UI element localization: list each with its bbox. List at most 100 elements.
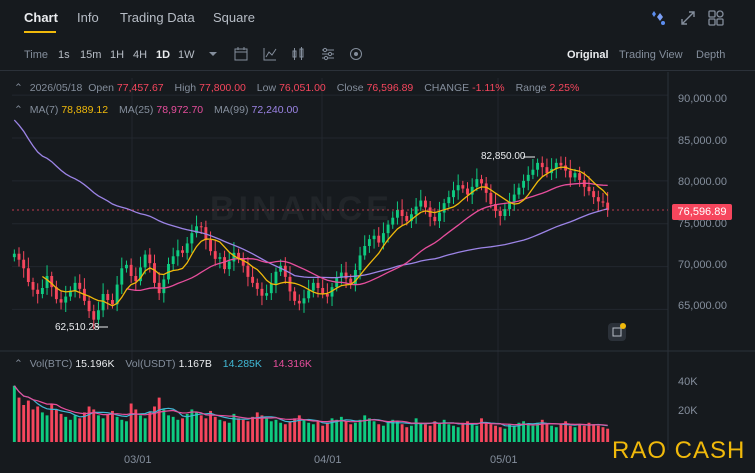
interval-15m[interactable]: 15m: [80, 49, 102, 61]
candle-body: [22, 259, 26, 269]
view-original[interactable]: Original: [567, 49, 609, 61]
candle-body: [12, 253, 16, 258]
volume-bar: [545, 424, 549, 442]
candle-type-icon[interactable]: [290, 46, 306, 62]
vol-btc-label: Vol(BTC): [29, 358, 73, 370]
volume-bar: [190, 409, 194, 442]
volume-bar: [452, 425, 455, 442]
volume-bar: [176, 419, 180, 442]
volume-bar: [143, 418, 147, 442]
ma25-value: 78,972.70: [156, 104, 204, 116]
candle-body: [213, 251, 217, 259]
overlay-watermark-text: RAO CASH: [612, 437, 746, 464]
interval-1s[interactable]: 1s: [58, 49, 70, 61]
volume-bar: [377, 424, 381, 442]
candle-body: [386, 224, 390, 234]
volume-bar: [568, 425, 572, 442]
interval-1d[interactable]: 1D: [156, 49, 171, 61]
dropdown-caret-icon[interactable]: [205, 46, 221, 62]
candle-body: [87, 300, 91, 312]
volume-bar: [325, 422, 329, 442]
target-icon[interactable]: [348, 46, 364, 62]
candle-body: [372, 235, 376, 240]
volume-bar: [601, 427, 605, 442]
candle-body: [330, 287, 334, 297]
volume-bar: [64, 416, 68, 442]
open-label: Open: [88, 82, 114, 94]
candle-body: [153, 263, 156, 283]
tab-square[interactable]: Square: [213, 10, 255, 25]
candle-body: [531, 169, 535, 175]
candle-body: [176, 250, 180, 257]
interval-4h[interactable]: 4H: [133, 49, 148, 61]
volume-bar: [255, 412, 259, 442]
collapse-caret-icon[interactable]: ⌃: [14, 358, 23, 370]
volume-bar: [372, 421, 376, 442]
volume-bar: [288, 421, 292, 442]
candle-body: [321, 288, 325, 294]
low-value: 76,051.00: [279, 82, 326, 94]
candle-body: [466, 188, 469, 195]
candle-body: [573, 173, 577, 178]
collapse-caret-icon[interactable]: ⌃: [14, 104, 23, 116]
candle-body: [559, 162, 563, 166]
candle-body: [218, 257, 222, 259]
expand-icon[interactable]: [678, 8, 698, 28]
volume-bar: [227, 422, 231, 442]
tab-trading-data[interactable]: Trading Data: [120, 10, 195, 25]
vol-btc-value: 15.196K: [75, 358, 115, 370]
candle-body: [395, 210, 399, 218]
candle-body: [283, 265, 287, 277]
calendar-icon[interactable]: [233, 46, 249, 62]
volume-bar: [36, 406, 40, 442]
active-tab-indicator: [24, 31, 56, 33]
chart-settings-button[interactable]: [608, 323, 626, 341]
volume-bar: [223, 421, 227, 442]
candle-body: [190, 233, 194, 244]
volume-bar: [470, 424, 474, 442]
range-value: 2.25%: [549, 82, 580, 94]
candle-body: [26, 268, 30, 282]
ai-sparkle-icon[interactable]: [648, 8, 668, 28]
volume-bar: [157, 397, 161, 442]
volume-bar: [120, 419, 124, 442]
volume-bar: [344, 421, 348, 442]
grid-layout-icon[interactable]: [706, 8, 726, 28]
view-trading-view[interactable]: Trading View: [619, 49, 683, 61]
volume-bar: [391, 419, 395, 442]
candle-body: [339, 272, 343, 278]
volume-bar: [167, 415, 170, 442]
interval-1h[interactable]: 1H: [110, 49, 125, 61]
volume-bar: [363, 415, 367, 442]
candle-body: [265, 293, 269, 296]
volume-bar: [494, 425, 497, 442]
tab-chart[interactable]: Chart: [24, 10, 58, 25]
volume-bar: [153, 406, 156, 442]
vol-usdt-label: Vol(USDT): [125, 358, 176, 370]
indicator-chart-icon[interactable]: [262, 46, 278, 62]
candle-body: [484, 183, 488, 193]
settings-sliders-icon[interactable]: [320, 46, 336, 62]
candle-body: [433, 216, 437, 222]
candle-body: [540, 162, 544, 168]
candle-body: [442, 203, 446, 213]
volume-bar: [59, 413, 63, 442]
view-depth[interactable]: Depth: [696, 49, 726, 61]
candle-body: [199, 226, 203, 228]
interval-1w[interactable]: 1W: [178, 49, 195, 61]
volume-bar: [578, 424, 582, 442]
candle-body: [508, 201, 512, 210]
volume-bar: [307, 422, 311, 442]
volume-bar: [316, 421, 320, 442]
tab-info[interactable]: Info: [77, 10, 99, 25]
candle-body: [419, 200, 423, 207]
collapse-caret-icon[interactable]: ⌃: [14, 82, 23, 94]
candle-body: [143, 254, 147, 268]
volume-bar: [45, 415, 49, 442]
volume-bar: [409, 425, 413, 442]
volume-bar: [442, 419, 446, 442]
volume-bar: [498, 427, 502, 442]
candle-body: [96, 310, 100, 320]
ma99-label: MA(99): [214, 104, 249, 116]
